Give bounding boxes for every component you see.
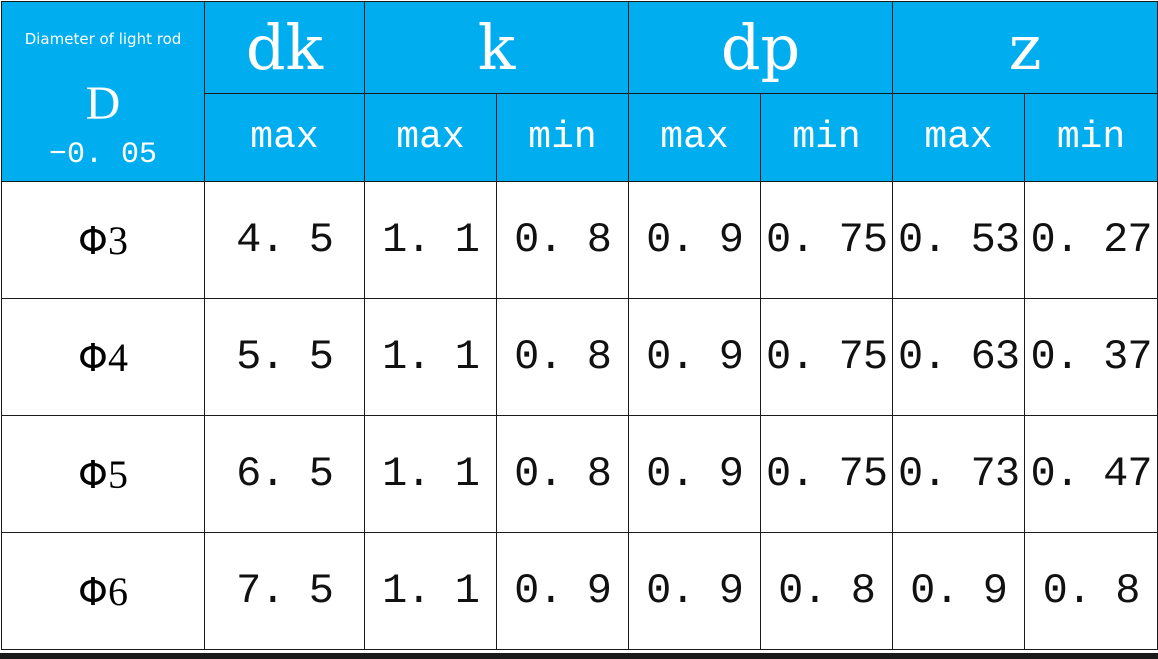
cell-z-min: 0. 27 <box>1024 181 1158 299</box>
header-row-sub: max max min max min max min <box>2 93 1158 182</box>
cell-z-min: 0. 37 <box>1024 298 1158 416</box>
diameter-tolerance: −0. 05 <box>48 138 158 172</box>
header-dk: dk <box>204 1 365 94</box>
diameter-label: Diameter of light rod <box>24 30 182 48</box>
cell-dp-max: 0. 9 <box>628 532 762 650</box>
cell-dp-min: 0. 75 <box>760 298 894 416</box>
diameter-value: 3 <box>107 217 128 263</box>
cell-dp-min: 0. 75 <box>760 415 894 533</box>
table-row: Φ4 5. 5 1. 1 0. 8 0. 9 0. 75 0. 63 0. 37 <box>1 298 1158 416</box>
cell-dk-max: 7. 5 <box>204 532 365 650</box>
cell-k-min: 0. 9 <box>495 532 630 650</box>
table-row: Φ5 6. 5 1. 1 0. 8 0. 9 0. 75 0. 73 0. 47 <box>1 415 1158 533</box>
header-z: z <box>892 1 1158 94</box>
header-row-groups: Diameter of light rod D −0. 05 dk k dp z <box>1 1 1158 182</box>
phi-symbol: Φ <box>78 218 108 263</box>
cell-dk-max: 4. 5 <box>204 181 365 299</box>
diameter-header-cell: Diameter of light rod D −0. 05 <box>1 1 205 182</box>
subheader-z-min: min <box>1024 93 1158 182</box>
cell-dk-max: 6. 5 <box>204 415 365 533</box>
diameter-symbol: D <box>85 77 121 130</box>
cell-z-min: 0. 47 <box>1024 415 1158 533</box>
diameter-value: 4 <box>107 334 128 380</box>
cell-dp-max: 0. 9 <box>628 181 762 299</box>
cell-k-max: 1. 1 <box>364 298 497 416</box>
subheader-dp-min: min <box>760 93 894 182</box>
subheader-k-min: min <box>495 93 630 182</box>
cell-dk-max: 5. 5 <box>204 298 365 416</box>
cell-z-max: 0. 9 <box>892 532 1026 650</box>
subheader-dk-max: max <box>204 93 365 182</box>
phi-symbol: Φ <box>78 569 108 614</box>
phi-symbol: Φ <box>78 335 108 380</box>
cell-z-min: 0. 8 <box>1024 532 1158 650</box>
diameter-cell: Φ6 <box>1 532 205 650</box>
cell-z-max: 0. 63 <box>892 298 1026 416</box>
diameter-value: 6 <box>107 568 128 614</box>
cell-k-min: 0. 8 <box>495 415 630 533</box>
header-k: k <box>363 1 630 94</box>
cell-k-max: 1. 1 <box>364 415 497 533</box>
cell-dp-min: 0. 8 <box>760 532 894 650</box>
table-row: Φ3 4. 5 1. 1 0. 8 0. 9 0. 75 0. 53 0. 27 <box>1 181 1158 299</box>
subheader-k-max: max <box>364 93 497 182</box>
subheader-z-max: max <box>892 93 1026 182</box>
subheader-dp-max: max <box>628 93 762 182</box>
cell-dp-max: 0. 9 <box>628 415 762 533</box>
diameter-cell: Φ4 <box>1 298 205 416</box>
header-dp: dp <box>628 1 894 94</box>
cell-k-min: 0. 8 <box>495 298 630 416</box>
diameter-cell: Φ5 <box>1 415 205 533</box>
phi-symbol: Φ <box>78 452 108 497</box>
cell-dp-max: 0. 9 <box>628 298 762 416</box>
bottom-border-bar <box>0 653 1158 659</box>
diameter-cell: Φ3 <box>1 181 205 299</box>
cell-k-max: 1. 1 <box>364 181 497 299</box>
cell-k-min: 0. 8 <box>495 181 630 299</box>
table-row: Φ6 7. 5 1. 1 0. 9 0. 9 0. 8 0. 9 0. 8 <box>1 532 1158 650</box>
cell-z-max: 0. 73 <box>892 415 1026 533</box>
cell-k-max: 1. 1 <box>364 532 497 650</box>
cell-dp-min: 0. 75 <box>760 181 894 299</box>
cell-z-max: 0. 53 <box>892 181 1026 299</box>
diameter-value: 5 <box>107 451 128 497</box>
